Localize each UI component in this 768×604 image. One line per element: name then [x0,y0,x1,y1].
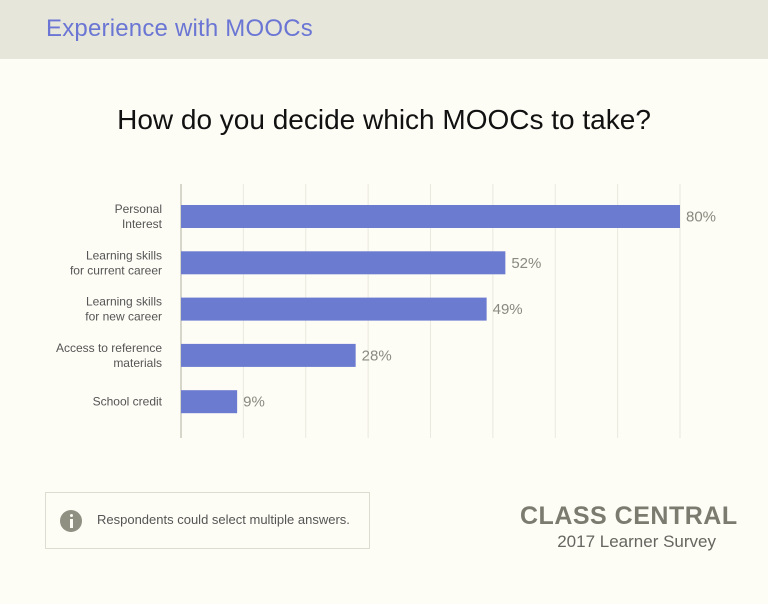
bar [181,390,238,414]
data-label: 52% [511,255,541,272]
header-title: Experience with MOOCs [46,15,313,42]
note-box: Respondents could select multiple answer… [45,492,370,549]
bar [181,343,356,367]
data-label: 80% [686,209,716,226]
bar [181,205,680,228]
category-label: Learning skills for current career [70,248,162,277]
chart-title: How do you decide which MOOCs to take? [117,104,651,135]
bar [181,297,487,321]
bar [181,251,506,275]
data-label: 49% [493,301,523,318]
info-icon [60,510,82,532]
category-label: Personal Interest [115,202,163,231]
note-text: Respondents could select multiple answer… [97,512,350,527]
category-label: Access to reference materials [56,341,162,370]
category-label: Learning skills for new career [85,295,162,324]
data-label: 28% [362,347,392,364]
data-label: 9% [243,394,265,411]
category-label: School credit [93,395,163,409]
brand-logo: CLASS CENTRAL 2017 Learner Survey [520,502,738,552]
brand-subtitle: 2017 Learner Survey [557,532,716,551]
bar-chart: 80% Personal Interest 52% Learning skills for… [56,184,716,438]
brand-name: CLASS CENTRAL [520,502,738,530]
header-bar: Experience with MOOCs [0,0,768,59]
